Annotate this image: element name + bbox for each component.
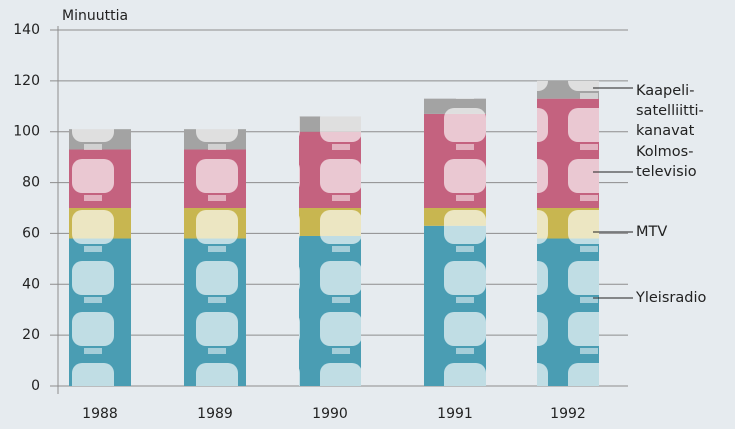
bar-segment — [537, 208, 599, 239]
y-tick-label: 140 — [13, 22, 40, 38]
x-tick-label: 1989 — [197, 406, 233, 422]
legend-label: Kolmos- televisio — [636, 144, 697, 180]
legend-label: Kaapeli- satelliitti- kanavat — [636, 83, 704, 139]
bar-segment — [424, 208, 486, 226]
y-tick-label: 20 — [22, 327, 40, 343]
y-tick-label: 100 — [13, 124, 40, 140]
bar-segment — [299, 208, 361, 236]
bar-segment — [424, 113, 486, 208]
bar-segment — [424, 225, 486, 386]
bar-segment — [299, 235, 361, 386]
bar-segment — [537, 98, 599, 208]
legend-label: Yleisradio — [636, 290, 707, 306]
bar-segment — [537, 80, 599, 99]
y-axis-label: Minuuttia — [62, 8, 128, 24]
bar-segment — [69, 238, 131, 386]
bar-segment — [184, 208, 246, 239]
bar-segment — [299, 116, 361, 132]
y-tick-label: 80 — [22, 175, 40, 191]
x-tick-label: 1990 — [312, 406, 348, 422]
y-tick-label: 40 — [22, 276, 40, 292]
bar-segment — [537, 238, 599, 386]
bar-segment — [184, 129, 246, 150]
bar-segment — [299, 131, 361, 208]
bar-segment — [69, 208, 131, 239]
bar-segment — [184, 238, 246, 386]
bar-segment — [69, 149, 131, 208]
bar-segment — [184, 149, 246, 208]
legend-label: MTV — [636, 224, 668, 240]
x-tick-label: 1991 — [437, 406, 473, 422]
y-tick-label: 60 — [22, 225, 40, 241]
bar-segment — [69, 129, 131, 150]
bar-segment — [424, 98, 486, 114]
y-tick-label: 0 — [31, 378, 40, 394]
x-tick-label: 1992 — [550, 406, 586, 422]
y-tick-label: 120 — [13, 73, 40, 89]
x-tick-label: 1988 — [82, 406, 118, 422]
